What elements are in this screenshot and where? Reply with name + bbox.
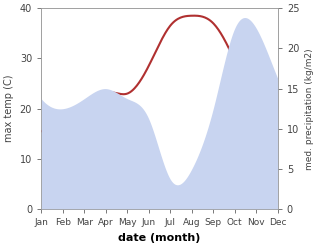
Y-axis label: max temp (C): max temp (C)	[4, 75, 14, 143]
X-axis label: date (month): date (month)	[118, 233, 201, 243]
Y-axis label: med. precipitation (kg/m2): med. precipitation (kg/m2)	[305, 48, 314, 169]
